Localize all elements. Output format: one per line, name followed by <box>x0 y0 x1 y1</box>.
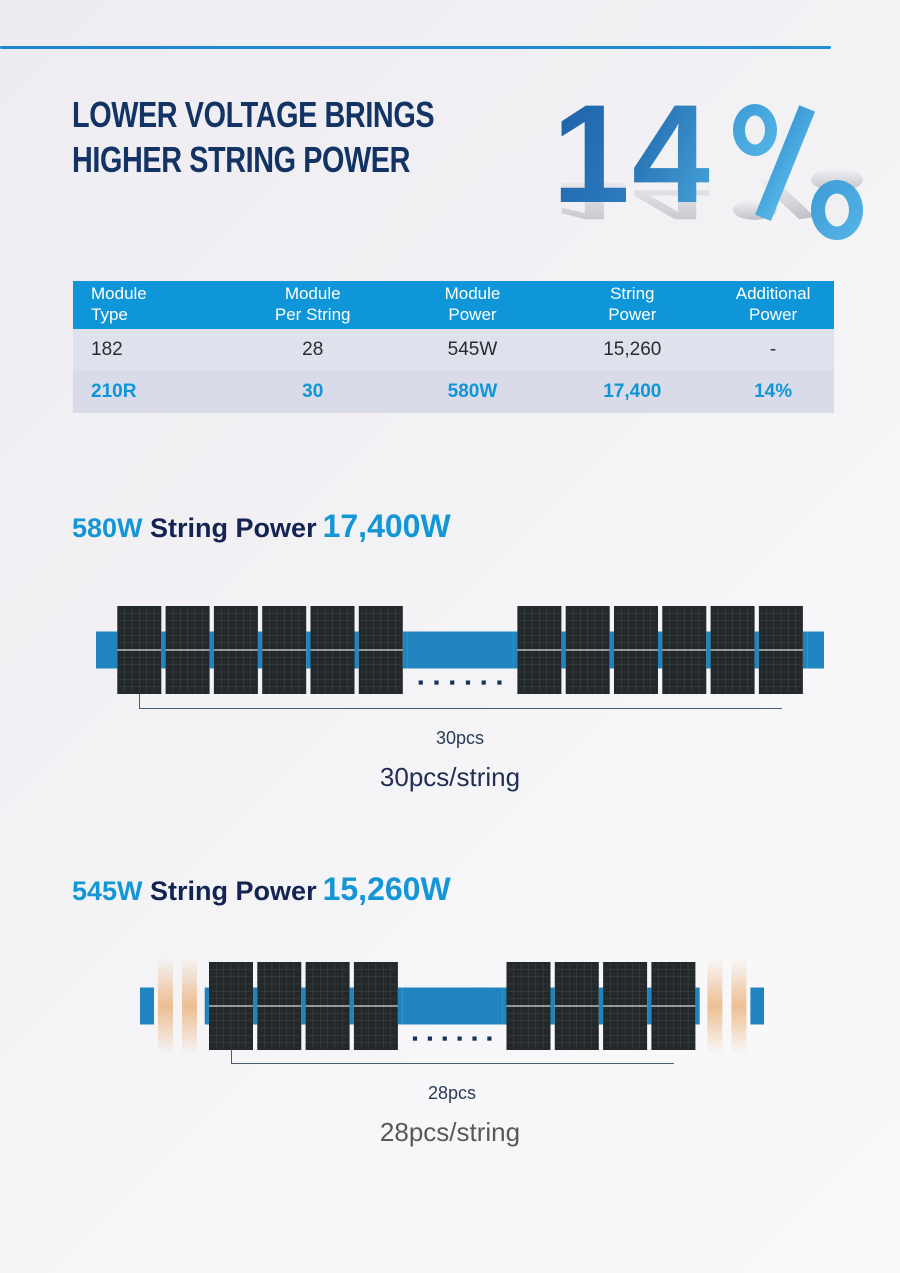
svg-text:1: 1 <box>552 75 630 232</box>
svg-text:4: 4 <box>632 75 710 232</box>
